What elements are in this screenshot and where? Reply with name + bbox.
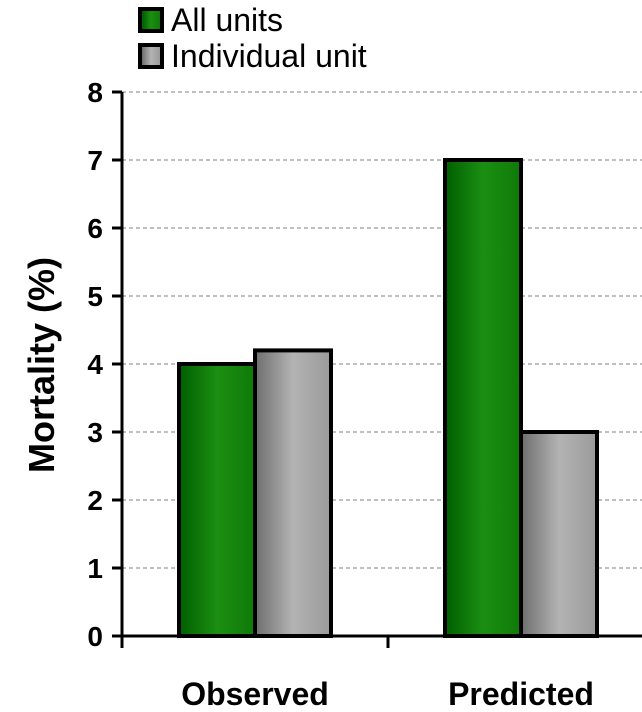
x-tick-label: Predicted (448, 676, 594, 712)
bar-predicted-all-units (443, 158, 523, 638)
legend-item-all-units: All units (138, 2, 367, 38)
bars (177, 158, 599, 638)
legend-label: Individual unit (171, 38, 367, 74)
legend-swatch-individual-unit (138, 43, 164, 69)
y-tick-label: 5 (87, 281, 103, 312)
y-tick-label: 2 (87, 485, 103, 516)
axes (112, 90, 642, 648)
y-tick-label: 3 (87, 417, 103, 448)
bar-observed-individual-unit (253, 348, 333, 638)
x-tick-labels: Observed Predicted (181, 676, 594, 712)
x-tick-label: Observed (181, 676, 329, 712)
y-tick-label: 7 (87, 145, 103, 176)
legend-item-individual-unit: Individual unit (138, 38, 367, 74)
y-tick-label: 0 (87, 621, 103, 652)
legend: All units Individual unit (138, 2, 367, 74)
legend-swatch-all-units (138, 7, 164, 33)
y-axis-label: Mortality (%) (21, 257, 62, 473)
y-tick-label: 4 (87, 349, 103, 380)
legend-label: All units (171, 2, 284, 38)
bar-predicted-individual-unit (519, 430, 599, 638)
y-tick-label: 1 (87, 553, 103, 584)
y-tick-label: 8 (87, 77, 103, 108)
y-tick-label: 6 (87, 213, 103, 244)
y-tick-labels: 0 1 2 3 4 5 6 7 8 (87, 77, 103, 652)
bar-observed-all-units (177, 362, 257, 638)
